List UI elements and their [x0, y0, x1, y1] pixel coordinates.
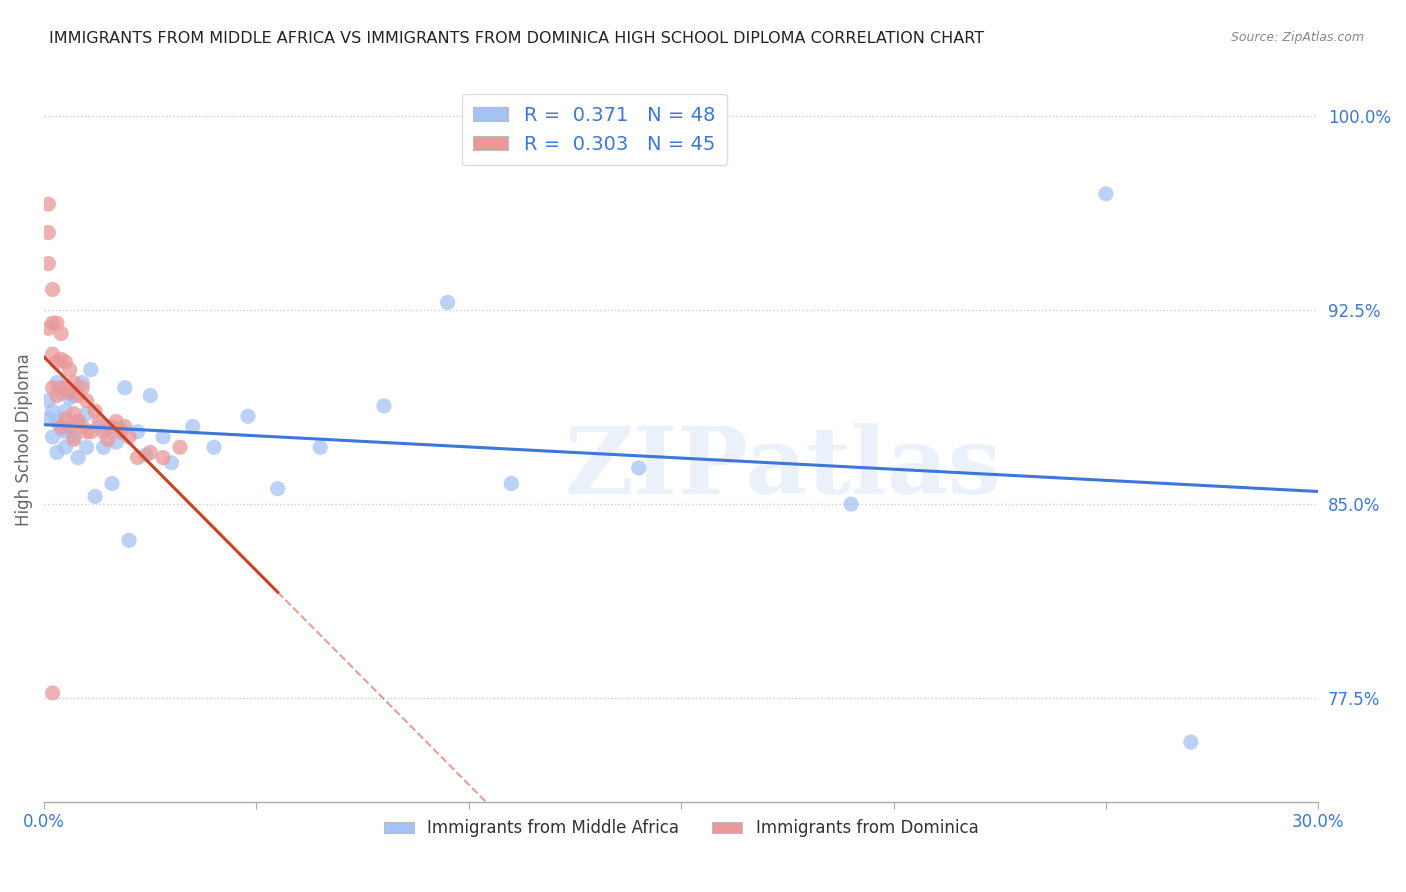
- Text: IMMIGRANTS FROM MIDDLE AFRICA VS IMMIGRANTS FROM DOMINICA HIGH SCHOOL DIPLOMA CO: IMMIGRANTS FROM MIDDLE AFRICA VS IMMIGRA…: [49, 31, 984, 46]
- Point: [436, 295, 458, 310]
- Point: [110, 425, 132, 439]
- Text: Source: ZipAtlas.com: Source: ZipAtlas.com: [1230, 31, 1364, 45]
- Point: [84, 404, 107, 418]
- Point: [627, 461, 650, 475]
- Point: [45, 376, 67, 390]
- Point: [89, 414, 111, 428]
- Point: [76, 393, 98, 408]
- Point: [72, 381, 94, 395]
- Point: [58, 422, 80, 436]
- Point: [53, 404, 76, 418]
- Point: [41, 686, 63, 700]
- Point: [118, 533, 141, 548]
- Point: [41, 430, 63, 444]
- Point: [236, 409, 259, 424]
- Point: [93, 425, 115, 439]
- Point: [97, 433, 120, 447]
- Point: [114, 381, 136, 395]
- Point: [53, 355, 76, 369]
- Point: [67, 450, 90, 465]
- Point: [139, 445, 162, 459]
- Y-axis label: High School Diploma: High School Diploma: [15, 353, 32, 526]
- Point: [41, 381, 63, 395]
- Point: [49, 352, 72, 367]
- Point: [37, 257, 59, 271]
- Point: [139, 388, 162, 402]
- Point: [181, 419, 204, 434]
- Point: [202, 440, 225, 454]
- Point: [49, 326, 72, 341]
- Point: [63, 433, 86, 447]
- Point: [58, 386, 80, 401]
- Point: [41, 404, 63, 418]
- Point: [80, 362, 103, 376]
- Point: [160, 456, 183, 470]
- Point: [76, 440, 98, 454]
- Point: [58, 391, 80, 405]
- Point: [37, 321, 59, 335]
- Point: [45, 316, 67, 330]
- Point: [80, 425, 103, 439]
- Point: [41, 316, 63, 330]
- Point: [135, 448, 157, 462]
- Point: [53, 440, 76, 454]
- Point: [72, 419, 94, 434]
- Point: [37, 412, 59, 426]
- Point: [1095, 186, 1118, 201]
- Point: [84, 490, 107, 504]
- Point: [49, 422, 72, 436]
- Point: [127, 425, 149, 439]
- Point: [152, 450, 174, 465]
- Point: [63, 388, 86, 402]
- Point: [37, 393, 59, 408]
- Text: ZIPatlas: ZIPatlas: [565, 424, 1001, 514]
- Point: [67, 414, 90, 428]
- Point: [53, 381, 76, 395]
- Legend: Immigrants from Middle Africa, Immigrants from Dominica: Immigrants from Middle Africa, Immigrant…: [377, 813, 986, 844]
- Point: [97, 422, 120, 436]
- Point: [105, 435, 128, 450]
- Point: [37, 226, 59, 240]
- Point: [1180, 735, 1202, 749]
- Point: [76, 425, 98, 439]
- Point: [63, 407, 86, 421]
- Point: [309, 440, 332, 454]
- Point: [72, 376, 94, 390]
- Point: [373, 399, 395, 413]
- Point: [839, 497, 862, 511]
- Point: [49, 419, 72, 434]
- Point: [101, 476, 124, 491]
- Point: [267, 482, 290, 496]
- Point: [101, 419, 124, 434]
- Point: [67, 388, 90, 402]
- Point: [76, 407, 98, 421]
- Point: [63, 376, 86, 390]
- Point: [118, 430, 141, 444]
- Point: [110, 422, 132, 436]
- Point: [58, 419, 80, 434]
- Point: [169, 440, 191, 454]
- Point: [105, 414, 128, 428]
- Point: [45, 445, 67, 459]
- Point: [89, 419, 111, 434]
- Point: [41, 347, 63, 361]
- Point: [63, 430, 86, 444]
- Point: [53, 425, 76, 439]
- Point: [45, 414, 67, 428]
- Point: [501, 476, 523, 491]
- Point: [37, 197, 59, 211]
- Point: [152, 430, 174, 444]
- Point: [45, 388, 67, 402]
- Point: [49, 381, 72, 395]
- Point: [127, 450, 149, 465]
- Point: [93, 440, 115, 454]
- Point: [53, 412, 76, 426]
- Point: [114, 419, 136, 434]
- Point: [49, 386, 72, 401]
- Point: [67, 414, 90, 428]
- Point: [58, 362, 80, 376]
- Point: [45, 355, 67, 369]
- Point: [41, 283, 63, 297]
